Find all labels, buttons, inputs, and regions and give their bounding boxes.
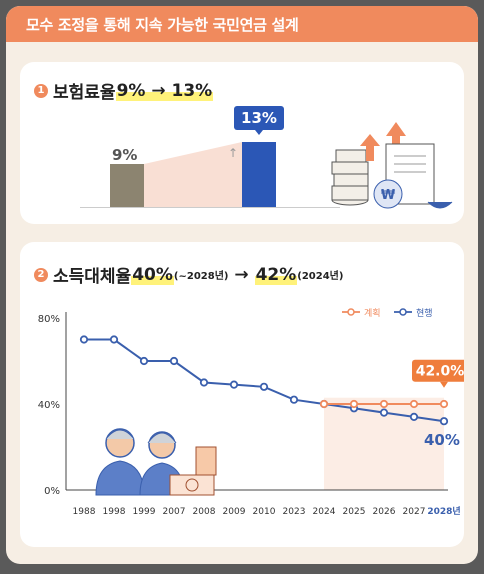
x-tick-label: 2027 — [403, 507, 426, 517]
data-point — [409, 412, 419, 421]
up-arrow-icon — [360, 134, 380, 161]
section2-number: 2 — [34, 267, 48, 282]
x-tick-label: 2023 — [283, 507, 306, 517]
x-tick-label: 2007 — [163, 507, 186, 517]
svg-text:₩: ₩ — [381, 188, 396, 203]
section2-title-prefix: 소득대체율 — [53, 267, 132, 287]
x-tick-label: 1988 — [73, 507, 96, 517]
legend-label: 현행 — [416, 307, 433, 319]
current-end-label: 40% — [424, 431, 460, 449]
callout-pointer — [440, 381, 448, 388]
data-point — [379, 399, 389, 409]
x-tick-label: 2025 — [343, 507, 366, 517]
section1-title: 1 보험료율 9% → 13% — [34, 78, 214, 103]
contribution-rate-card: 1 보험료율 9% → 13% 9% 13% ↑ — [20, 62, 464, 224]
retiree-couple-icon — [95, 428, 217, 496]
legend-marker — [347, 308, 355, 316]
data-point — [349, 399, 359, 409]
section2-hl2: 42% — [254, 264, 298, 285]
infographic-frame: 모수 조정을 통해 지속 가능한 국민연금 설계 1 보험료율 9% → 13%… — [6, 6, 478, 564]
section1-title-highlight: 9% → 13% — [115, 80, 214, 101]
up-arrow-icon: ↑ — [228, 146, 239, 160]
data-point — [439, 417, 449, 426]
data-point — [259, 382, 269, 391]
y-tick-label: 80% — [38, 314, 60, 325]
increase-wedge — [144, 142, 242, 207]
bar-old-label: 9% — [112, 146, 138, 164]
x-tick-label: 2024 — [313, 507, 336, 517]
data-point — [439, 399, 449, 409]
y-tick-label: 40% — [38, 400, 60, 411]
replacement-rate-chart: 80% 40% 0% 1988 1998 1999 2007 2008 2009 2010 202… — [38, 307, 464, 517]
y-tick-label: 0% — [44, 486, 60, 497]
data-point — [289, 395, 299, 404]
bar-old-rate — [110, 164, 144, 207]
x-tick-label: 2009 — [223, 507, 246, 517]
page-title: 모수 조정을 통해 지속 가능한 국민연금 설계 — [26, 16, 299, 34]
coin-stack-icon — [331, 149, 369, 206]
bowl-icon — [427, 201, 453, 209]
data-point — [409, 399, 419, 409]
x-tick-label: 1998 — [103, 507, 126, 517]
x-tick-label: 1999 — [133, 507, 156, 517]
bar-new-rate — [242, 142, 276, 207]
data-point — [199, 378, 209, 387]
legend-label: 계획 — [364, 307, 381, 319]
up-arrow-icon — [386, 122, 406, 154]
bar-new-callout: 13% — [234, 106, 284, 135]
section1-number: 1 — [34, 83, 48, 98]
section2-hl1: 40% — [131, 264, 174, 285]
section2-arrow: → — [228, 264, 255, 285]
data-point — [379, 408, 389, 417]
section1-title-prefix: 보험료율 — [53, 83, 116, 103]
x-tick-label: 2026 — [373, 507, 396, 517]
money-stack-icon: ₩ — [331, 122, 453, 209]
x-tick-label: 2010 — [253, 507, 276, 517]
plan-end-callout — [412, 359, 464, 382]
data-point — [139, 356, 149, 366]
data-point — [109, 335, 119, 344]
won-coin-icon — [373, 179, 403, 209]
bar-baseline — [80, 207, 340, 208]
data-point — [169, 356, 179, 366]
x-tick-label: 2008 — [193, 507, 216, 517]
section2-note2: (2024년) — [297, 271, 344, 282]
header-bar: 모수 조정을 통해 지속 가능한 국민연금 설계 — [6, 6, 478, 42]
data-point — [79, 335, 89, 344]
section2-note1: (~2028년) — [173, 271, 229, 282]
data-point — [319, 399, 329, 409]
x-tick-label: 2028년 — [427, 505, 460, 517]
section2-title: 2 소득대체율 40% (~2028년) → 42% (2024년) — [34, 262, 343, 287]
legend-marker — [399, 308, 407, 316]
document-icon — [385, 143, 435, 205]
plan-end-label: 42.0% — [416, 364, 464, 380]
replacement-rate-card: 2 소득대체율 40% (~2028년) → 42% (2024년) 80% 40… — [20, 242, 464, 547]
data-point — [229, 380, 239, 389]
